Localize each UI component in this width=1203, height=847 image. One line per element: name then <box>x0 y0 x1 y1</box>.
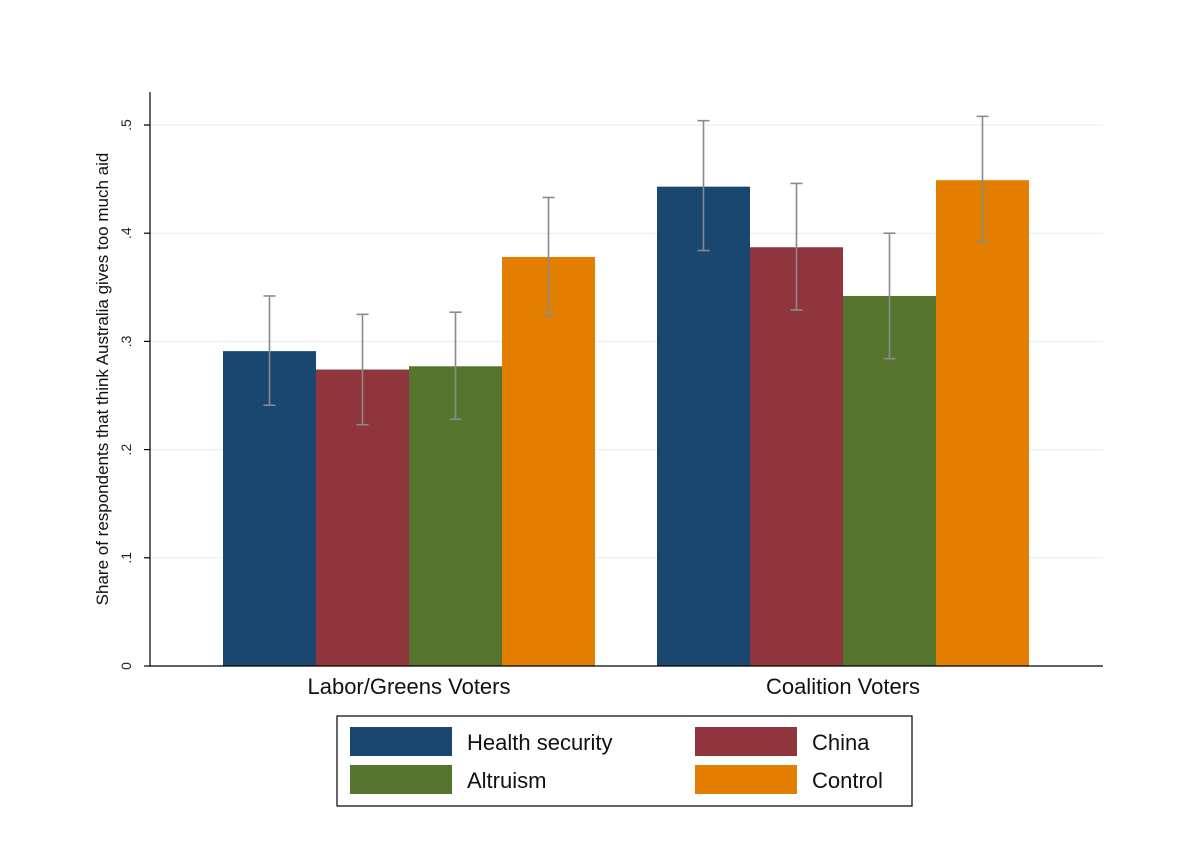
legend-label: Altruism <box>467 768 546 793</box>
legend-swatch <box>695 727 797 756</box>
x-category-label: Labor/Greens Voters <box>307 674 510 699</box>
x-category-labels: Labor/Greens Voters Coalition Voters <box>307 674 920 699</box>
y-tick-label: .1 <box>118 552 134 564</box>
legend-label: China <box>812 730 870 755</box>
y-tick-label: .3 <box>118 335 134 347</box>
error-bars <box>263 115 989 426</box>
legend-swatch <box>350 765 452 794</box>
legend-label: Control <box>812 768 883 793</box>
legend-label: Health security <box>467 730 613 755</box>
y-tick-label: .2 <box>118 444 134 456</box>
legend-swatch <box>695 765 797 794</box>
bars <box>223 180 1029 667</box>
legend-swatch <box>350 727 452 756</box>
y-ticks: 0 .1 .2 .3 .4 .5 <box>118 119 150 670</box>
y-tick-label: 0 <box>118 662 134 670</box>
x-category-label: Coalition Voters <box>766 674 920 699</box>
legend: Health security China Altruism Control <box>336 715 913 807</box>
y-axis-title: Share of respondents that think Australi… <box>93 153 112 606</box>
axes <box>149 92 1103 667</box>
bar <box>502 257 595 666</box>
bar <box>750 247 843 667</box>
bar <box>936 180 1029 666</box>
y-tick-label: .5 <box>118 119 134 131</box>
y-tick-label: .4 <box>118 227 134 239</box>
bar <box>657 186 750 666</box>
